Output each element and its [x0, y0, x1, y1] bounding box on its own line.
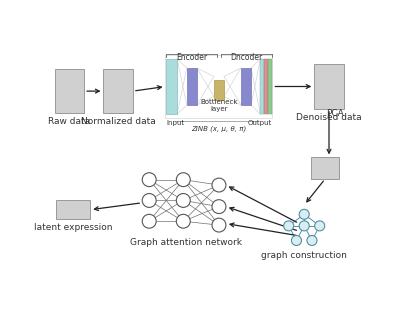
Circle shape: [284, 221, 294, 231]
Circle shape: [212, 200, 226, 214]
Circle shape: [212, 218, 226, 232]
Circle shape: [176, 193, 190, 207]
Text: PCA: PCA: [326, 109, 344, 118]
Circle shape: [176, 214, 190, 228]
Circle shape: [142, 173, 156, 187]
Circle shape: [299, 209, 309, 219]
Bar: [55, 69, 84, 113]
Bar: [187, 68, 197, 105]
Text: ZINB (x, μ, θ, π): ZINB (x, μ, θ, π): [191, 126, 246, 132]
Bar: [260, 59, 264, 114]
Text: Bottleneck
layer: Bottleneck layer: [200, 99, 238, 112]
Bar: [264, 59, 268, 114]
Bar: [166, 55, 272, 118]
Text: graph construction: graph construction: [261, 251, 347, 260]
Circle shape: [292, 235, 302, 245]
Bar: [214, 79, 224, 99]
Text: Normalized data: Normalized data: [81, 117, 156, 126]
Text: Denoised data: Denoised data: [296, 113, 362, 122]
Text: Input: Input: [166, 120, 184, 126]
Bar: [56, 201, 90, 219]
Circle shape: [307, 235, 317, 245]
Circle shape: [142, 193, 156, 207]
Text: Output: Output: [247, 120, 272, 126]
Text: Encoder: Encoder: [176, 53, 207, 62]
Text: latent expression: latent expression: [34, 223, 112, 232]
Text: Graph attention network: Graph attention network: [130, 238, 242, 247]
Bar: [311, 157, 339, 179]
Circle shape: [315, 221, 325, 231]
Bar: [166, 59, 177, 114]
Circle shape: [212, 178, 226, 192]
Circle shape: [176, 173, 190, 187]
Bar: [268, 59, 272, 114]
Circle shape: [142, 214, 156, 228]
Text: Raw data: Raw data: [48, 117, 90, 126]
Circle shape: [299, 221, 309, 231]
Bar: [314, 64, 344, 109]
Bar: [104, 69, 133, 113]
Text: Dncoder: Dncoder: [230, 53, 262, 62]
Bar: [241, 68, 251, 105]
